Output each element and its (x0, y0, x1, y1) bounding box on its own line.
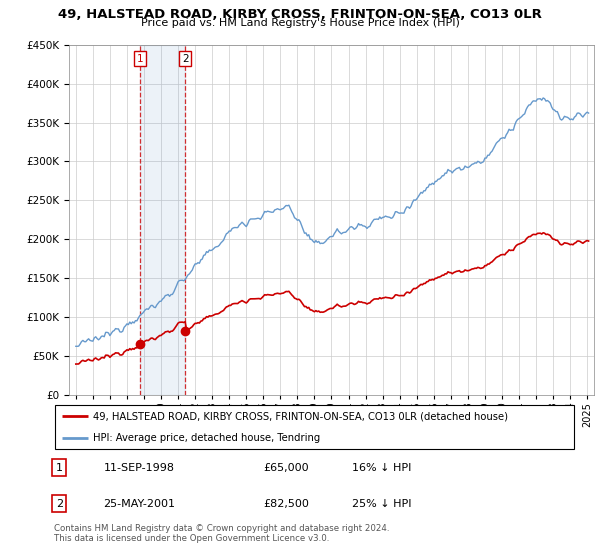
Text: Contains HM Land Registry data © Crown copyright and database right 2024.
This d: Contains HM Land Registry data © Crown c… (54, 524, 389, 543)
Text: 49, HALSTEAD ROAD, KIRBY CROSS, FRINTON-ON-SEA, CO13 0LR (detached house): 49, HALSTEAD ROAD, KIRBY CROSS, FRINTON-… (93, 411, 508, 421)
Text: 49, HALSTEAD ROAD, KIRBY CROSS, FRINTON-ON-SEA, CO13 0LR: 49, HALSTEAD ROAD, KIRBY CROSS, FRINTON-… (58, 8, 542, 21)
Text: 25-MAY-2001: 25-MAY-2001 (104, 499, 176, 509)
Text: 1: 1 (56, 463, 63, 473)
Text: 2: 2 (56, 499, 63, 509)
Text: 1: 1 (136, 54, 143, 64)
Text: 2: 2 (182, 54, 188, 64)
Bar (140, 45, 185, 395)
Text: 25% ↓ HPI: 25% ↓ HPI (352, 499, 411, 509)
FancyBboxPatch shape (55, 405, 574, 449)
Text: HPI: Average price, detached house, Tendring: HPI: Average price, detached house, Tend… (93, 433, 320, 443)
Text: 11-SEP-1998: 11-SEP-1998 (104, 463, 175, 473)
Text: Price paid vs. HM Land Registry's House Price Index (HPI): Price paid vs. HM Land Registry's House … (140, 18, 460, 29)
Text: £65,000: £65,000 (263, 463, 308, 473)
Text: 16% ↓ HPI: 16% ↓ HPI (352, 463, 411, 473)
Text: £82,500: £82,500 (263, 499, 308, 509)
